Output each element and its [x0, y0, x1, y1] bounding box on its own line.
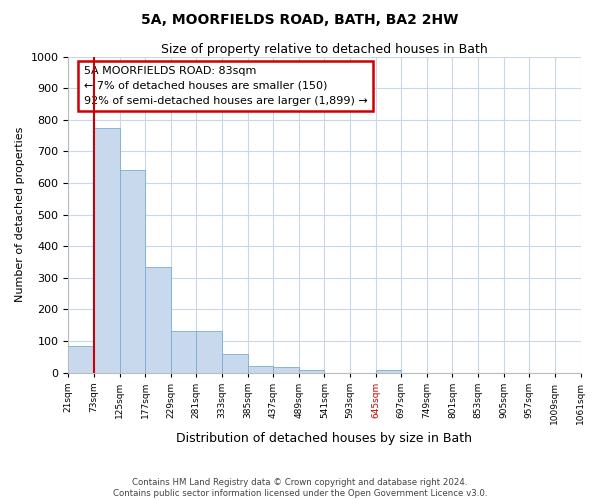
Bar	[222, 354, 248, 372]
Text: 5A MOORFIELDS ROAD: 83sqm
← 7% of detached houses are smaller (150)
92% of semi-: 5A MOORFIELDS ROAD: 83sqm ← 7% of detach…	[83, 66, 367, 106]
Text: 5A, MOORFIELDS ROAD, BATH, BA2 2HW: 5A, MOORFIELDS ROAD, BATH, BA2 2HW	[142, 12, 458, 26]
Bar	[119, 170, 145, 372]
Text: Contains HM Land Registry data © Crown copyright and database right 2024.
Contai: Contains HM Land Registry data © Crown c…	[113, 478, 487, 498]
Bar	[248, 366, 273, 372]
Bar	[273, 367, 299, 372]
Bar	[145, 268, 171, 372]
Bar	[94, 128, 119, 372]
Bar	[376, 370, 401, 372]
X-axis label: Distribution of detached houses by size in Bath: Distribution of detached houses by size …	[176, 432, 472, 445]
Y-axis label: Number of detached properties: Number of detached properties	[15, 127, 25, 302]
Bar	[171, 330, 196, 372]
Title: Size of property relative to detached houses in Bath: Size of property relative to detached ho…	[161, 42, 488, 56]
Bar	[196, 330, 222, 372]
Bar	[299, 370, 325, 372]
Bar	[68, 346, 94, 372]
